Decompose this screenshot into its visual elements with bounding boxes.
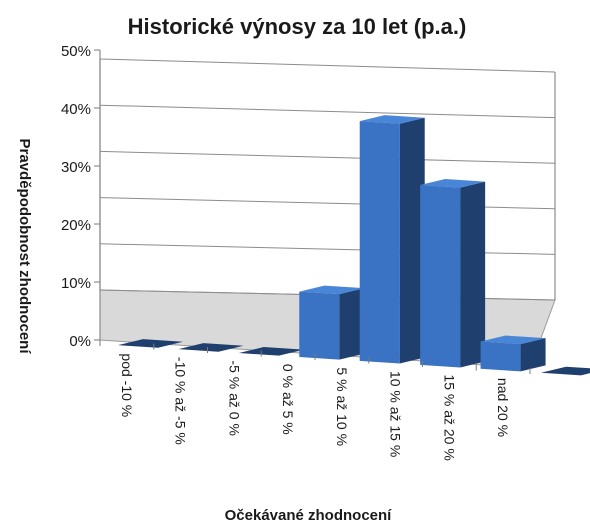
bar (178, 343, 244, 352)
bar (359, 115, 425, 364)
gridline (99, 243, 556, 255)
bar-side (460, 181, 486, 368)
y-tick-label: 50% (61, 43, 91, 60)
bar-zero-marker (118, 339, 183, 348)
x-tick-label: -5 % až 0 % (226, 360, 242, 435)
bar-zero-marker (178, 343, 244, 352)
bars (118, 115, 590, 376)
y-tick-label: 20% (61, 217, 91, 234)
bar-top (359, 115, 425, 124)
bar-front (420, 184, 461, 368)
bar (480, 335, 546, 372)
bar (238, 347, 304, 356)
x-tick-label: 10 % až 15 % (388, 371, 404, 457)
y-tick-label: 10% (61, 275, 91, 292)
x-tick-label: 5 % až 10 % (334, 367, 350, 446)
bar-front (480, 341, 521, 372)
gridline (99, 197, 556, 210)
bar-side (339, 288, 365, 360)
x-axis-label: Očekávané zhodnocení (225, 507, 393, 524)
x-tick-label: pod -10 % (119, 353, 135, 417)
bar-zero-marker (238, 347, 304, 356)
x-tick-label: nad 20 % (495, 378, 511, 437)
gridline (99, 58, 556, 73)
y-tick-label: 0% (69, 333, 91, 350)
bar-side (399, 117, 425, 364)
bar-side (520, 338, 546, 372)
x-tick-label: -10 % až -5 % (173, 357, 189, 445)
bar (118, 339, 183, 348)
bar (420, 178, 486, 368)
y-tick-label: 30% (61, 159, 91, 176)
gridline (99, 104, 556, 119)
bar-zero-marker (541, 366, 590, 376)
gridline (99, 150, 556, 164)
bar-top (299, 285, 365, 295)
x-tick-label: 0 % až 5 % (280, 364, 296, 435)
x-axis-ticks: pod -10 % -10 % až -5 % -5 % až 0 % 0 % až … (99, 340, 531, 461)
bar (299, 285, 365, 360)
y-axis-ticks: 0% 10% 20% 30% 40% 50% (61, 43, 91, 350)
bar (541, 366, 590, 376)
chart-title: Historické výnosy za 10 let (p.a.) (128, 14, 467, 39)
bar-front (299, 291, 340, 360)
bar-top (420, 178, 486, 188)
bar-front (359, 121, 400, 364)
bar-top (480, 335, 546, 345)
y-tick-label: 40% (61, 101, 91, 118)
x-tick-label: 15 % až 20 % (441, 374, 457, 460)
y-axis-label: Pravděpodobnost zhodnocení (16, 138, 33, 354)
